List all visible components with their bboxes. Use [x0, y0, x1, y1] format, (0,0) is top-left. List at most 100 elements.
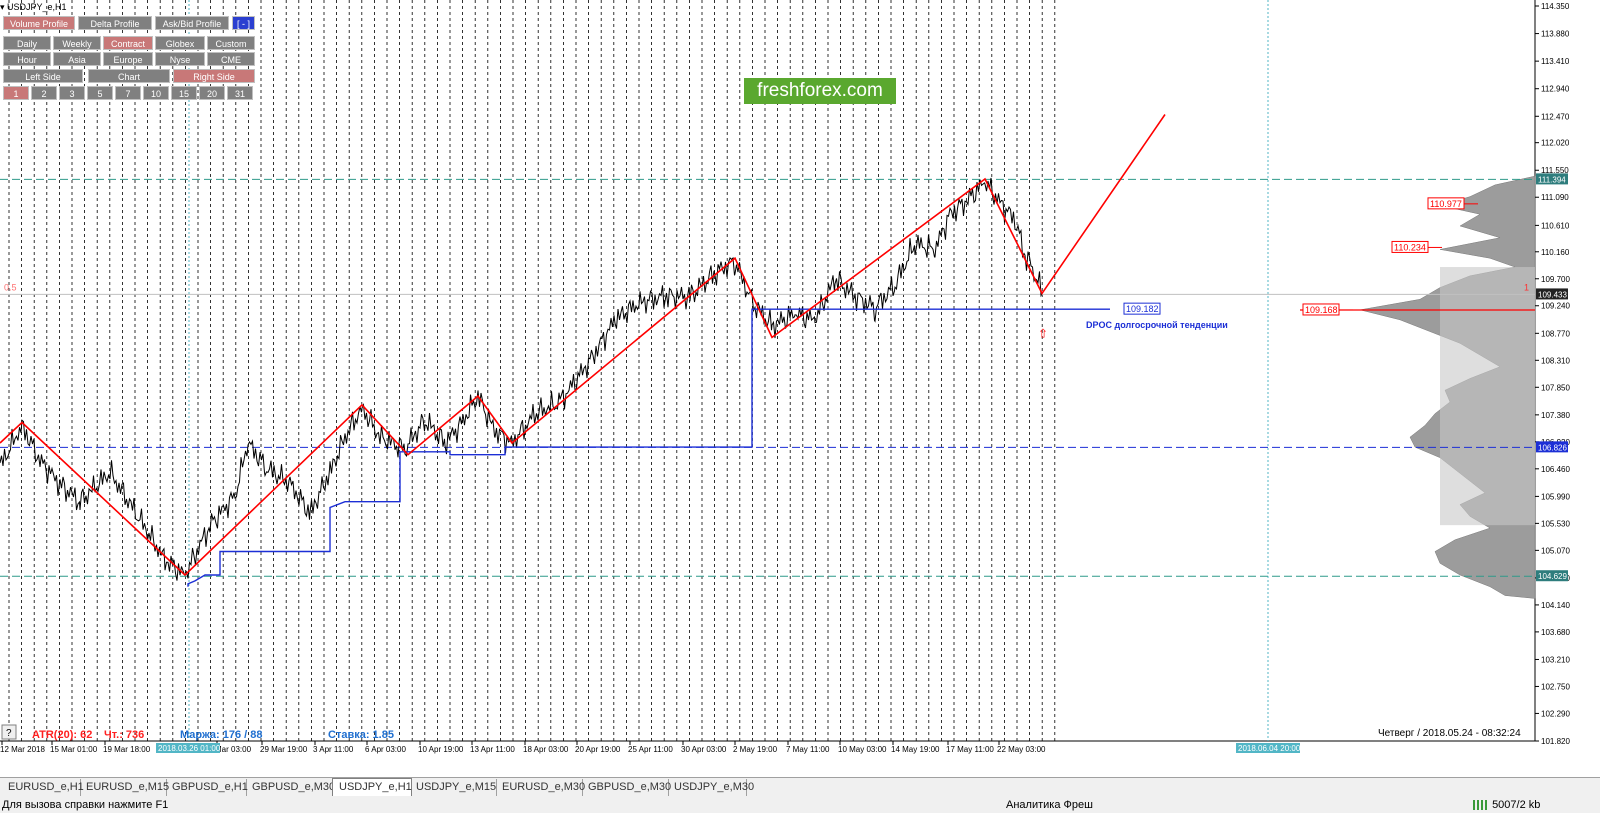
- value-area: [1440, 267, 1535, 526]
- weekly-button[interactable]: Weekly: [53, 36, 101, 50]
- up-arrow-icon: ⇧: [1038, 326, 1048, 340]
- count-button-10[interactable]: 10: [143, 86, 169, 100]
- count-button-20[interactable]: 20: [199, 86, 225, 100]
- help-button[interactable]: [1, 724, 17, 740]
- price-tick-label: 105.990: [1541, 492, 1570, 501]
- date-tick-label: 15 Mar 01:00: [50, 745, 98, 754]
- date-tick-label: Mar 03:00: [215, 745, 252, 754]
- chart-tab[interactable]: EURUSD_e,H1: [2, 779, 84, 796]
- chart-tab[interactable]: USDJPY_e,M30: [668, 779, 754, 796]
- atr-readout: ATR(20): 62: [32, 729, 92, 741]
- spread-readout: Чт.: 736: [104, 729, 144, 741]
- date-tick-label: 6 Apr 03:00: [365, 745, 406, 754]
- custom-button[interactable]: Custom: [207, 36, 255, 50]
- help-button-label[interactable]: ?: [6, 728, 12, 739]
- count-button-3[interactable]: 3: [59, 86, 85, 100]
- date-tick-label: 12 Mar 2018: [0, 745, 45, 754]
- date-highlight-box: [156, 743, 220, 753]
- contract-button[interactable]: Contract: [103, 36, 153, 50]
- date-tick-label: 17 May 11:00: [946, 745, 994, 754]
- chart-tab[interactable]: GBPUSD_e,M30: [246, 779, 335, 796]
- price-tick-label: 107.850: [1541, 383, 1570, 392]
- price-tick-label: 103.210: [1541, 655, 1570, 664]
- ask-bid-profile-button[interactable]: Ask/Bid Profile: [155, 16, 229, 30]
- date-tick-label: 30 Apr 03:00: [681, 745, 727, 754]
- price-tag-label: 104.629: [1538, 572, 1567, 581]
- chart-tab[interactable]: EURUSD_e,M15: [80, 779, 169, 796]
- europe-button[interactable]: Europe: [103, 52, 153, 66]
- symbol-label: ▾ USDJPY_e,H1: [0, 2, 67, 12]
- price-tag: [1536, 441, 1568, 453]
- right-side-button[interactable]: Right Side: [173, 69, 255, 83]
- price-tick-label: 102.290: [1541, 709, 1570, 718]
- price-tick-label: 107.380: [1541, 411, 1570, 420]
- price-tick-label: 102.750: [1541, 682, 1570, 691]
- price-tick-label: 110.610: [1541, 221, 1570, 230]
- left-level-marker: 0.5: [4, 282, 17, 292]
- globex-button[interactable]: Globex: [155, 36, 205, 50]
- date-tick-label: 22 May 03:00: [997, 745, 1046, 754]
- cme-button[interactable]: CME: [207, 52, 255, 66]
- daily-button[interactable]: Daily: [3, 36, 51, 50]
- chart-button[interactable]: Chart: [88, 69, 170, 83]
- date-tick-label: 2 May 19:00: [733, 745, 778, 754]
- price-tick-label: 105.530: [1541, 519, 1570, 528]
- count-button-5[interactable]: 5: [87, 86, 113, 100]
- dpoc-value-label: 109.182: [1126, 304, 1159, 314]
- date-tick-label: 18 Apr 03:00: [523, 745, 569, 754]
- dpoc-caption: DPOC долгосрочной тенденции: [1086, 320, 1228, 330]
- window-icon: ▾: [0, 2, 8, 12]
- profile-level-label: 110.977: [1430, 199, 1462, 209]
- connection-bars-icon: [1473, 800, 1489, 811]
- right-level-marker: 1: [1524, 282, 1529, 292]
- price-tick-label: 113.880: [1541, 30, 1570, 39]
- bottom-bar: EURUSD_e,H1 EURUSD_e,M15 GBPUSD_e,H1 GBPUSD…: [0, 777, 1600, 813]
- chart-tab[interactable]: GBPUSD_e,M30: [582, 779, 671, 796]
- price-tick-label: 112.470: [1541, 112, 1570, 121]
- count-button-31[interactable]: 31: [227, 86, 253, 100]
- date-tick-label: 10 May 03:00: [838, 745, 887, 754]
- date-tick-label: 19 Mar 18:00: [103, 745, 151, 754]
- date-tick-label: 3 Apr 11:00: [313, 745, 354, 754]
- chart-tabs: EURUSD_e,H1 EURUSD_e,M15 GBPUSD_e,H1 GBPUSD…: [0, 778, 1600, 796]
- margin-readout: Маржа: 176 / 88: [180, 729, 263, 741]
- price-tick-label: 111.090: [1541, 193, 1569, 202]
- left-side-button[interactable]: Left Side: [3, 69, 83, 83]
- date-tick-label: 20 Apr 19:00: [575, 745, 621, 754]
- price-tick-label: 114.350: [1541, 2, 1570, 11]
- chart-tab[interactable]: USDJPY_e,M15: [410, 779, 497, 796]
- price-tick-label: 113.410: [1541, 57, 1570, 66]
- nyse-button[interactable]: Nyse: [155, 52, 205, 66]
- hour-button[interactable]: Hour: [3, 52, 51, 66]
- count-button-7[interactable]: 7: [115, 86, 141, 100]
- date-tick-label: 29 Mar 19:00: [260, 745, 308, 754]
- price-tag-label: 109.433: [1538, 290, 1567, 299]
- date-tick-label: 25 Apr 11:00: [628, 745, 673, 754]
- status-connection: 5007/2 kb: [1473, 799, 1540, 811]
- dpoc-line: [187, 308, 1110, 587]
- asia-button[interactable]: Asia: [53, 52, 101, 66]
- price-tick-label: 104.140: [1541, 601, 1570, 610]
- count-button-2[interactable]: 2: [31, 86, 57, 100]
- price-tick-label: 108.310: [1541, 356, 1570, 365]
- future-date-box: [1236, 743, 1300, 753]
- price-tick-label: 108.770: [1541, 329, 1570, 338]
- count-button-15[interactable]: 15: [171, 86, 197, 100]
- price-tick-label: 106.460: [1541, 465, 1570, 474]
- chart-tab[interactable]: USDJPY_e,H1: [332, 778, 412, 796]
- price-tick-label: 103.680: [1541, 628, 1570, 637]
- volume-profile-button[interactable]: Volume Profile: [3, 16, 75, 30]
- price-tick-label: 112.020: [1541, 139, 1570, 148]
- chart-tab[interactable]: EURUSD_e,M30: [496, 779, 585, 796]
- date-tick-label: 7 May 11:00: [786, 745, 830, 754]
- delta-profile-button[interactable]: Delta Profile: [78, 16, 152, 30]
- date-tick-label: 13 Apr 11:00: [470, 745, 515, 754]
- price-tag: [1536, 288, 1568, 300]
- price-tick-label: 101.820: [1541, 737, 1570, 746]
- count-button-1[interactable]: 1: [3, 86, 29, 100]
- chart-tab[interactable]: GBPUSD_e,H1: [166, 779, 248, 796]
- price-tick-label: 109.240: [1541, 302, 1570, 311]
- date-tick-label: 10 Apr 19:00: [418, 745, 464, 754]
- collapse-button[interactable]: [ - ]: [232, 16, 255, 30]
